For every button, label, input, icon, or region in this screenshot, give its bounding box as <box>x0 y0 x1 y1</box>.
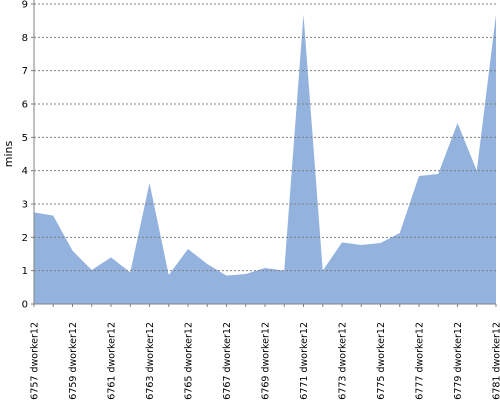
y-tick-label: 0 <box>22 300 28 311</box>
x-tick-label: #6767 dworker12 <box>222 322 233 400</box>
x-tick-label: #6779 dworker12 <box>453 322 464 400</box>
x-tick-label: #6759 dworker12 <box>68 322 79 400</box>
y-tick-label: 5 <box>22 133 28 144</box>
y-tick-label: 3 <box>22 200 28 211</box>
x-tick-label: #6781 dworker12 <box>492 322 500 400</box>
x-tick-label: #6777 dworker12 <box>415 322 426 400</box>
y-tick-label: 6 <box>22 100 28 111</box>
x-tick-label: #6757 dworker12 <box>30 322 41 400</box>
y-tick-label: 7 <box>22 66 28 77</box>
y-tick-label: 9 <box>22 0 28 11</box>
area <box>34 14 496 305</box>
y-tick-label: 8 <box>22 33 28 44</box>
x-tick-label: #6769 dworker12 <box>261 322 272 400</box>
x-tick-label: #6763 dworker12 <box>145 322 156 400</box>
x-tick-label: #6771 dworker12 <box>299 322 310 400</box>
x-tick-label: #6773 dworker12 <box>338 322 349 400</box>
y-tick-label: 4 <box>22 166 28 177</box>
y-tick-label: 2 <box>22 233 28 244</box>
x-tick-label: #6761 dworker12 <box>107 322 118 400</box>
y-axis-label: mins <box>2 140 15 167</box>
x-tick-label: #6775 dworker12 <box>376 322 387 400</box>
x-tick-label: #6765 dworker12 <box>184 322 195 400</box>
y-tick-label: 1 <box>22 266 28 277</box>
